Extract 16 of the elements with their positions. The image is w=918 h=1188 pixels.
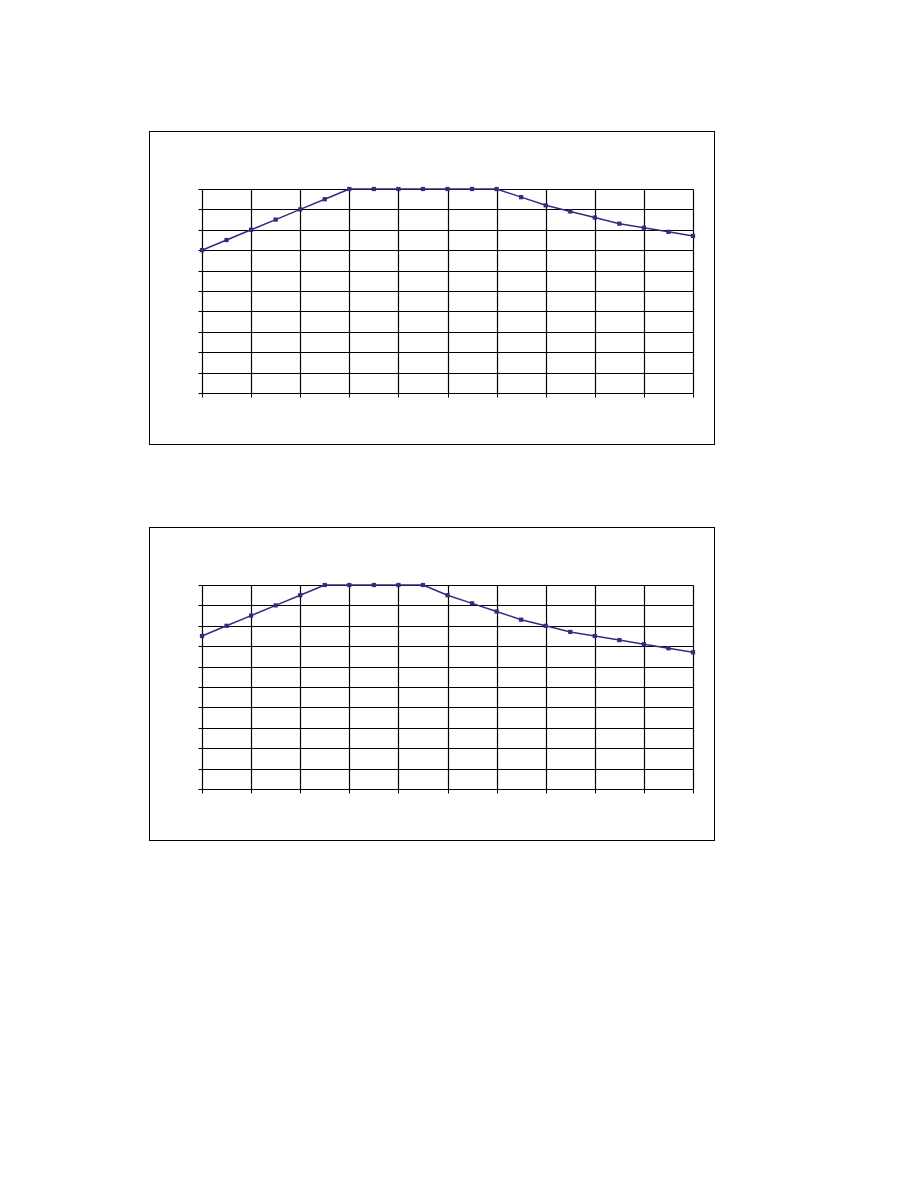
point [273,217,278,222]
point [396,582,401,588]
point [224,623,229,628]
point [445,186,450,192]
point [592,215,597,220]
point [248,613,254,618]
point [494,609,499,614]
point [568,209,573,214]
point [666,646,671,651]
point [396,186,401,192]
point [494,186,499,192]
point [224,237,229,243]
point [445,593,450,598]
point [666,229,671,234]
point [298,207,303,212]
point [273,603,278,608]
